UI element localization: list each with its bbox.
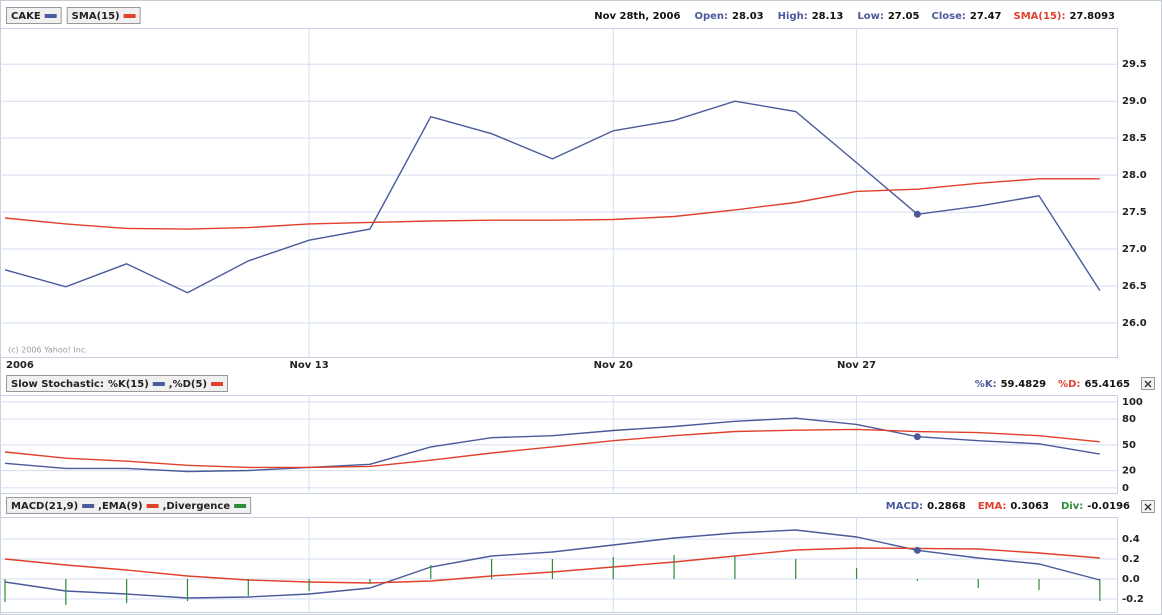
y-tick-label: 29.0: [1122, 96, 1147, 107]
y-tick-label: 0.2: [1122, 554, 1140, 565]
legend-swatch: [44, 14, 57, 18]
legend-label: ,%D(5): [169, 379, 207, 390]
y-tick-label: 26.0: [1122, 318, 1147, 329]
plot-area: [0, 517, 1118, 613]
legend-label: MACD(21,9): [11, 501, 78, 512]
legend-label: %K(15): [108, 379, 149, 390]
legend-button[interactable]: [6, 375, 229, 392]
selected-point: [913, 546, 921, 554]
plot-area: [0, 28, 1118, 358]
legend-label: CAKE: [11, 11, 41, 22]
legend-button[interactable]: [6, 497, 252, 514]
y-tick-label: 27.5: [1122, 207, 1147, 218]
readout-value: 65.4165: [1084, 379, 1130, 390]
readout-value: 0.2868: [927, 501, 966, 512]
readout-value: -0.0196: [1087, 501, 1130, 512]
x-tick-label: Nov 20: [594, 360, 633, 371]
line: [4, 178, 1100, 230]
x-tick-label: Nov 13: [290, 360, 329, 371]
y-tick-label: 100: [1122, 397, 1143, 408]
readout: MACD: 0.2868 EMA: 0.3063 Div: -0.0196: [886, 501, 1130, 512]
selected-point: [913, 210, 921, 218]
legend-swatch: [152, 382, 165, 386]
readout-label: SMA(15):: [1014, 11, 1066, 22]
y-tick-label: -0.2: [1122, 594, 1144, 605]
legend-button[interactable]: [6, 7, 62, 24]
y-tick-label: 0: [1122, 483, 1129, 494]
y-tick-label: 20: [1122, 466, 1136, 477]
legend-label: ,Divergence: [163, 501, 231, 512]
selected-point: [913, 433, 921, 441]
x-tick-label: 2006: [6, 360, 34, 371]
readout-value: 27.47: [970, 11, 1002, 22]
legend-swatch: [211, 382, 224, 386]
readout-label: MACD:: [886, 501, 923, 512]
readout-date: Nov 28th, 2006: [594, 11, 680, 22]
legend-swatch: [146, 504, 159, 508]
readout-label: Low:: [857, 11, 883, 22]
annotation: (c) 2006 Yahoo! Inc.: [8, 346, 88, 355]
y-tick-label: 27.0: [1122, 244, 1147, 255]
panel-title: Slow Stochastic:: [11, 379, 104, 390]
readout-label: High:: [778, 11, 808, 22]
readout-label: %K:: [975, 379, 997, 390]
y-tick-label: 80: [1122, 414, 1136, 425]
readout-value: 27.8093: [1069, 11, 1115, 22]
y-tick-label: 0.4: [1122, 534, 1140, 545]
readout-label: EMA:: [978, 501, 1007, 512]
y-tick-label: 50: [1122, 440, 1136, 451]
legend-button[interactable]: [66, 7, 141, 24]
readout-value: 0.3063: [1010, 501, 1049, 512]
legend-swatch: [123, 14, 136, 18]
legend-label: ,EMA(9): [98, 501, 142, 512]
y-tick-label: 0.0: [1122, 574, 1140, 585]
readout-value: 59.4829: [1001, 379, 1047, 390]
readout-label: Close:: [931, 11, 965, 22]
y-tick-label: 28.0: [1122, 170, 1147, 181]
readout-value: 28.03: [732, 11, 764, 22]
readout-label: %D:: [1058, 379, 1080, 390]
legend-swatch: [82, 504, 95, 508]
readout: Nov 28th, 2006 Open: 28.03 High: 28.13 Low: 27…: [594, 11, 1115, 22]
y-tick-label: 28.5: [1122, 133, 1147, 144]
y-tick-label: 29.5: [1122, 59, 1147, 70]
readout: %K: 59.4829 %D: 65.4165: [975, 379, 1130, 390]
line: [4, 428, 1100, 469]
close-button[interactable]: [1141, 377, 1155, 390]
readout-value: 27.05: [888, 11, 920, 22]
legend-label: SMA(15): [72, 11, 120, 22]
legend-swatch: [234, 504, 247, 508]
x-tick-label: Nov 27: [837, 360, 876, 371]
readout-label: Div:: [1061, 501, 1083, 512]
readout-label: Open:: [694, 11, 728, 22]
y-tick-label: 26.5: [1122, 281, 1147, 292]
close-button[interactable]: [1141, 500, 1155, 513]
readout-value: 28.13: [812, 11, 844, 22]
